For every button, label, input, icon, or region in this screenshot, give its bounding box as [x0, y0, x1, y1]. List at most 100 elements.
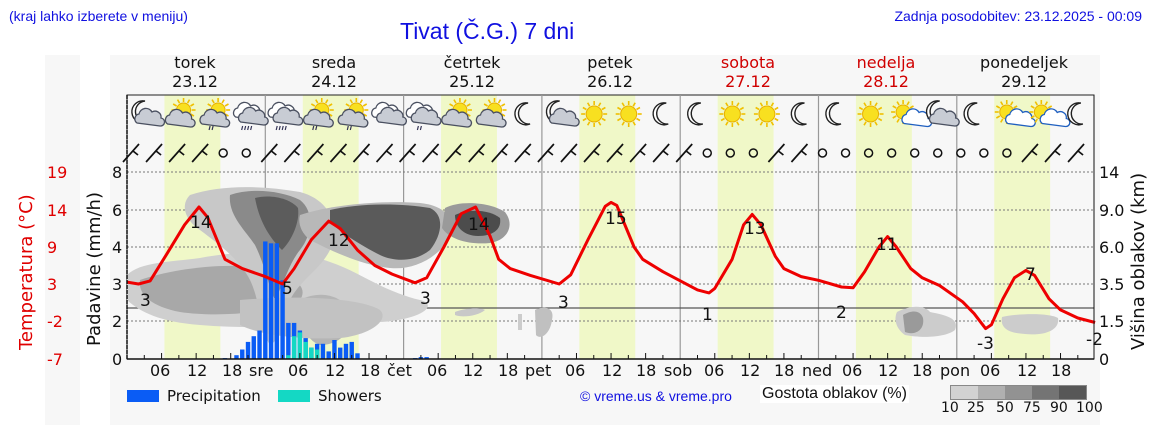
sun-icon [857, 101, 884, 127]
wind-barb-icon [629, 143, 647, 163]
day-date: 29.12 [1001, 72, 1047, 91]
sun-cloud-icon [441, 98, 473, 128]
x-tick: sre [249, 361, 274, 380]
cloud-density-area [455, 308, 485, 317]
temp-tick: 14 [47, 201, 68, 220]
moon-icon [514, 102, 531, 126]
wind-calm-icon [863, 148, 874, 158]
temp-annotation: 14 [190, 213, 212, 233]
day-date: 24.12 [311, 72, 357, 91]
wind-barb-icon [283, 143, 301, 163]
day-name: torek [174, 53, 216, 72]
wind-barb-icon [468, 143, 486, 163]
day-name: četrtek [443, 53, 501, 72]
sun-icon [719, 101, 746, 127]
precip-tick: 0 [112, 350, 123, 369]
day-date: 25.12 [449, 72, 495, 91]
sun-small-cloud-icon [994, 100, 1036, 128]
precip-bar [286, 322, 291, 359]
moon-icon [652, 102, 669, 126]
day-date: 28.12 [863, 72, 909, 91]
sun-cloud-drizzle-icon [303, 98, 334, 131]
temp-annotation: 14 [468, 215, 490, 235]
temp-annotation: 15 [605, 209, 627, 229]
cloud-height-tick: 14 [1099, 163, 1120, 182]
x-tick: sob [664, 361, 693, 380]
precipitation-legend: Precipitation [167, 387, 261, 405]
sun-cloud-drizzle-icon [199, 98, 231, 131]
precip-bar [263, 241, 268, 359]
temp-annotation: 7 [1025, 265, 1036, 285]
moon-icon [686, 102, 704, 126]
cloud-density-area [255, 196, 299, 250]
wind-barb-icon [1044, 143, 1062, 163]
moon-cloud-icon [925, 100, 960, 127]
moon-icon [963, 102, 980, 126]
cloud-drizzle-icon [405, 101, 442, 131]
day-date: 23.12 [172, 72, 218, 91]
temp-annotation: 3 [140, 291, 151, 311]
precip-bar [240, 349, 245, 359]
precip-bar [268, 243, 274, 359]
temperature-axis-label: Temperatura (°C) [16, 194, 37, 350]
wind-barb-icon [191, 143, 209, 163]
cloud-density-area [455, 210, 501, 236]
precip-bar [245, 341, 251, 359]
precip-bar [286, 355, 291, 359]
temp-annotation: 11 [876, 235, 898, 255]
cloud-height-axis-label: Višina oblakov (km) [1128, 172, 1149, 350]
wind-calm-icon [933, 148, 943, 158]
cloud-density-area [535, 307, 553, 337]
cloud-height-tick: 6.0 [1099, 238, 1125, 257]
wind-calm-icon [241, 148, 251, 158]
wind-barb-icon [306, 143, 325, 163]
moon-icon [825, 102, 842, 126]
wind-barb-icon [445, 143, 463, 163]
precip-tick: 6 [112, 201, 123, 220]
wind-calm-icon [725, 148, 736, 158]
precip-axis-label: Padavine (mm/h) [84, 192, 105, 346]
moon-cloud-icon [131, 100, 166, 127]
sun-icon [581, 101, 608, 127]
sun-small-cloud-icon [891, 100, 933, 128]
x-tick: 18 [636, 361, 657, 380]
wind-barb-icon [1067, 143, 1085, 163]
location-hint[interactable]: (kraj lahko izberete v meniju) [9, 8, 188, 24]
showers-legend: Showers [318, 387, 382, 405]
wind-barb-icon [422, 143, 440, 163]
precip-bar [297, 332, 303, 359]
x-tick: čet [387, 361, 412, 380]
x-tick: 18 [774, 361, 795, 380]
moon-icon [790, 102, 807, 126]
precip-tick: 3 [112, 275, 123, 294]
x-tick: 06 [150, 361, 171, 380]
precip-bar [257, 330, 262, 359]
precip-bar [349, 341, 354, 359]
wind-calm-icon [956, 148, 966, 158]
cloud-height-tick: 1.5 [1099, 312, 1125, 331]
x-tick: 06 [427, 361, 448, 380]
wind-barb-icon [145, 143, 163, 163]
wind-calm-icon [748, 148, 759, 158]
x-tick: 18 [498, 361, 519, 380]
x-tick: 12 [878, 361, 899, 380]
temp-annotation: 5 [282, 279, 293, 299]
precip-bar [355, 353, 360, 359]
day-date: 27.12 [725, 72, 771, 91]
temperature-line [126, 200, 1096, 331]
copyright-link[interactable]: © vreme.us & vreme.pro [580, 388, 732, 404]
cloud-height-tick: 3.5 [1099, 275, 1125, 294]
x-tick: 12 [740, 361, 761, 380]
x-tick: 06 [565, 361, 586, 380]
precip-bar [251, 336, 256, 359]
wind-barb-icon [537, 143, 555, 163]
cloud-density-scale [950, 385, 1087, 400]
page-title: Tivat (Č.G.) 7 dni [400, 18, 575, 44]
showers-swatch [278, 390, 310, 402]
x-tick: 12 [463, 361, 484, 380]
temp-annotation: 1 [702, 305, 713, 325]
x-tick: 06 [842, 361, 863, 380]
wind-barb-icon [352, 143, 371, 163]
x-tick: 06 [980, 361, 1001, 380]
